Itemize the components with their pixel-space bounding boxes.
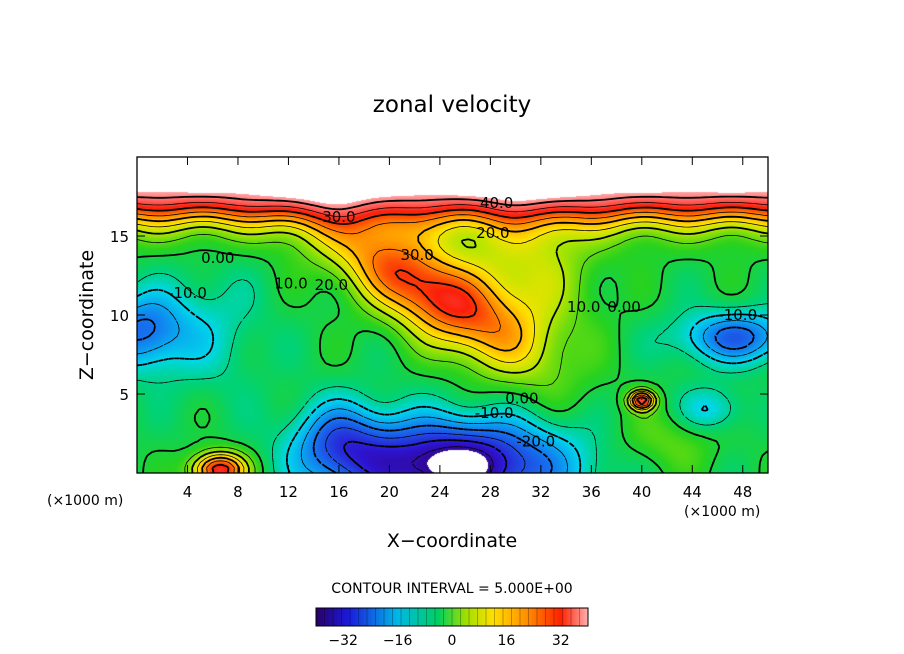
contour-line bbox=[411, 446, 494, 473]
x-tick-label: 16 bbox=[329, 483, 348, 501]
x-tick-label: 36 bbox=[582, 483, 601, 501]
contour-label: 20.0 bbox=[315, 276, 348, 294]
x-unit-left: (×1000 m) bbox=[47, 493, 123, 509]
y-axis: 5 10 15 bbox=[110, 228, 768, 404]
contour-label: -10.0 bbox=[475, 404, 514, 422]
contour-line bbox=[137, 206, 768, 473]
contour-line bbox=[137, 195, 768, 211]
x-tick-label: 24 bbox=[430, 483, 449, 501]
y-tick-label: 5 bbox=[119, 386, 129, 404]
x-tick-label: 20 bbox=[380, 483, 399, 501]
y-tick-label: 10 bbox=[110, 307, 129, 325]
contour-line bbox=[137, 211, 768, 473]
colorbar-ticks: −32 −16 0 16 32 bbox=[328, 633, 569, 649]
contour-label: 20.0 bbox=[476, 224, 509, 242]
colorbar-tick-label: 32 bbox=[552, 633, 570, 649]
x-tick-label: 12 bbox=[279, 483, 298, 501]
contour-label: 10.0 bbox=[274, 274, 307, 292]
colorbar-tick-label: −32 bbox=[328, 633, 358, 649]
contour-label: -20.0 bbox=[516, 432, 555, 450]
contour-line bbox=[137, 318, 755, 473]
x-tick-label: 28 bbox=[481, 483, 500, 501]
contour-line bbox=[137, 234, 768, 473]
colorbar-tick-label: 16 bbox=[497, 633, 515, 649]
x-tick-label: 32 bbox=[531, 483, 550, 501]
x-tick-label: 4 bbox=[183, 483, 193, 501]
colorbar-stripes bbox=[315, 608, 589, 626]
x-axis: 4 8 12 16 20 24 28 32 36 40 44 48 bbox=[183, 157, 752, 501]
contour-line bbox=[325, 427, 526, 473]
colorbar-tick-label: 0 bbox=[448, 633, 457, 649]
contour-label: 0.00 bbox=[505, 390, 538, 408]
colorbar: −32 −16 0 16 32 bbox=[315, 607, 589, 649]
contour-line bbox=[137, 215, 768, 473]
contour-labels: 40.030.020.030.020.010.00.00-10.010.0 0.0… bbox=[168, 194, 757, 451]
contour-interval-note: CONTOUR INTERVAL = 5.000E+00 bbox=[331, 581, 572, 597]
contour-label: 30.0 bbox=[322, 208, 355, 226]
contour-label: -10.0 bbox=[718, 306, 757, 324]
contour-label: 40.0 bbox=[480, 194, 513, 212]
x-axis-label: X−coordinate bbox=[387, 530, 517, 552]
contour-line bbox=[137, 272, 768, 473]
x-tick-label: 8 bbox=[233, 483, 243, 501]
chart-title: zonal velocity bbox=[373, 92, 531, 118]
contour-lines bbox=[137, 195, 768, 473]
contour-line bbox=[137, 221, 768, 473]
x-unit-right: (×1000 m) bbox=[684, 504, 760, 520]
y-tick-label: 15 bbox=[110, 228, 129, 246]
x-tick-label: 48 bbox=[733, 483, 752, 501]
contour-line bbox=[342, 439, 508, 473]
contour-line bbox=[137, 303, 768, 473]
contour-line bbox=[137, 226, 768, 473]
x-tick-label: 44 bbox=[683, 483, 702, 501]
contour-label: 30.0 bbox=[400, 246, 433, 264]
y-axis-label: Z−coordinate bbox=[76, 250, 98, 380]
contour-line bbox=[137, 249, 768, 473]
contour-label: -10.0 bbox=[168, 284, 207, 302]
contour-label: 10.0 bbox=[567, 298, 600, 316]
colorbar-tick-label: −16 bbox=[383, 633, 413, 649]
contour-label: 0.00 bbox=[607, 298, 640, 316]
contour-label: 0.00 bbox=[201, 249, 234, 267]
contour-line bbox=[137, 202, 768, 400]
x-tick-label: 40 bbox=[632, 483, 651, 501]
